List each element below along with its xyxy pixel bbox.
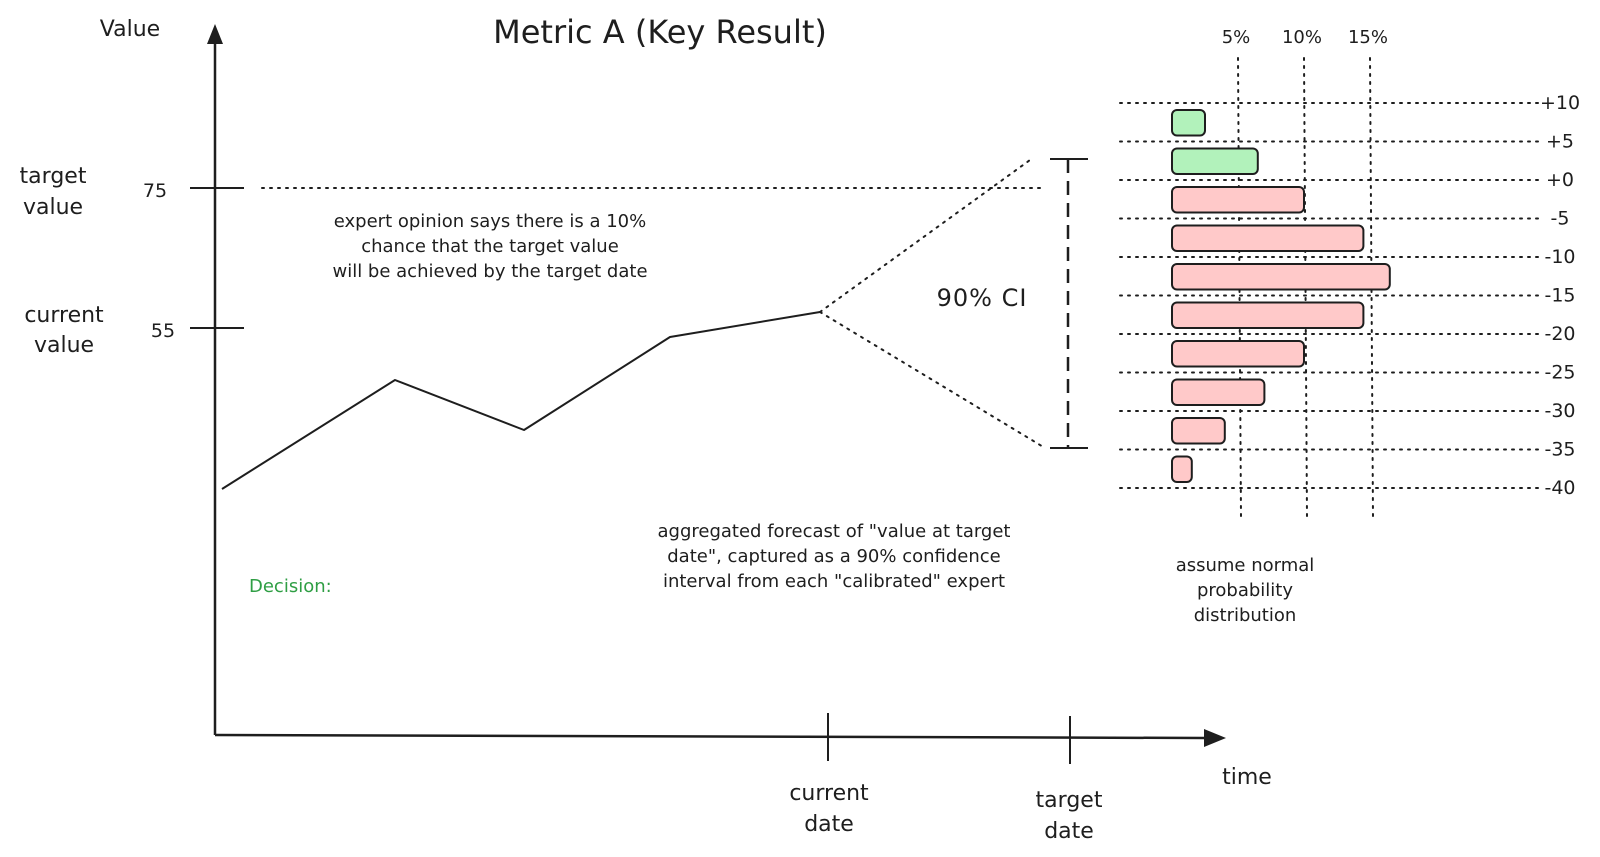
bin-label: -40 xyxy=(1544,477,1575,499)
pct-tick-label: 15% xyxy=(1348,27,1388,48)
distribution-note-line1: assume normal xyxy=(1176,555,1315,576)
y-axis-arrow-icon xyxy=(207,24,223,44)
probability-bar xyxy=(1171,224,1365,252)
bin-label: +10 xyxy=(1540,92,1580,114)
current-value-label-line2: value xyxy=(34,333,94,358)
y-tick-label-target: 75 xyxy=(143,180,167,202)
expert-note-line1: expert opinion says there is a 10% xyxy=(334,211,646,232)
x-axis xyxy=(214,733,1206,740)
bin-label: -25 xyxy=(1544,362,1575,384)
probability-bar xyxy=(1171,147,1259,175)
pct-tick-label: 5% xyxy=(1222,27,1251,48)
forecast-note-line2: date", captured as a 90% confidence xyxy=(667,546,1001,567)
current-date-label-line1: current xyxy=(789,781,869,806)
probability-bar xyxy=(1171,186,1305,214)
expert-opinion-note: expert opinion says there is a 10% chanc… xyxy=(332,211,647,282)
bin-label: -20 xyxy=(1544,323,1575,345)
bin-label: -5 xyxy=(1551,208,1570,230)
y-axis-label: Value xyxy=(100,17,160,42)
forecast-cone-upper xyxy=(819,159,1031,313)
chart-title: Metric A (Key Result) xyxy=(493,13,827,51)
decision-label: Decision: xyxy=(249,576,332,597)
x-axis-label: time xyxy=(1222,765,1272,790)
target-value-label-line2: value xyxy=(23,195,83,220)
probability-bar xyxy=(1171,455,1193,483)
bin-label: +0 xyxy=(1546,169,1574,191)
probability-bar xyxy=(1171,417,1226,445)
target-date-label-line2: date xyxy=(1044,819,1094,844)
distribution-note-line3: distribution xyxy=(1194,605,1297,626)
x-axis-arrow-icon xyxy=(1204,729,1226,747)
expert-note-line3: will be achieved by the target date xyxy=(332,261,647,282)
probability-bar xyxy=(1171,301,1365,329)
distribution-note-line2: probability xyxy=(1197,580,1293,601)
distribution-note: assume normal probability distribution xyxy=(1176,555,1315,626)
forecast-note-line1: aggregated forecast of "value at target xyxy=(658,521,1011,542)
probability-histogram: 5% 10% 15% +10 +5 +0 -5 -10 -15 -20 -25 -30 -35 -40 xyxy=(1119,27,1580,518)
probability-bar xyxy=(1171,263,1391,291)
expert-note-line2: chance that the target value xyxy=(361,236,619,257)
ci-label: 90% CI xyxy=(937,284,1028,312)
current-date-label-line2: date xyxy=(804,812,854,837)
history-line xyxy=(221,311,821,490)
pct-tick-label: 10% xyxy=(1282,27,1322,48)
bin-label: -35 xyxy=(1544,439,1575,461)
forecast-cone-lower xyxy=(819,311,1046,449)
probability-bar xyxy=(1171,378,1266,406)
probability-bar xyxy=(1171,340,1305,368)
forecast-note-line3: interval from each "calibrated" expert xyxy=(663,571,1005,592)
bin-label: -30 xyxy=(1544,400,1575,422)
current-value-label-line1: current xyxy=(24,303,104,328)
bin-label: -15 xyxy=(1544,285,1575,307)
probability-bar xyxy=(1171,109,1206,137)
bin-label: -10 xyxy=(1544,246,1575,268)
forecast-note: aggregated forecast of "value at target … xyxy=(658,521,1011,592)
target-date-label-line1: target xyxy=(1036,788,1103,813)
y-tick-label-current: 55 xyxy=(151,320,175,342)
bin-label: +5 xyxy=(1546,131,1574,153)
target-value-label-line1: target xyxy=(20,164,87,189)
